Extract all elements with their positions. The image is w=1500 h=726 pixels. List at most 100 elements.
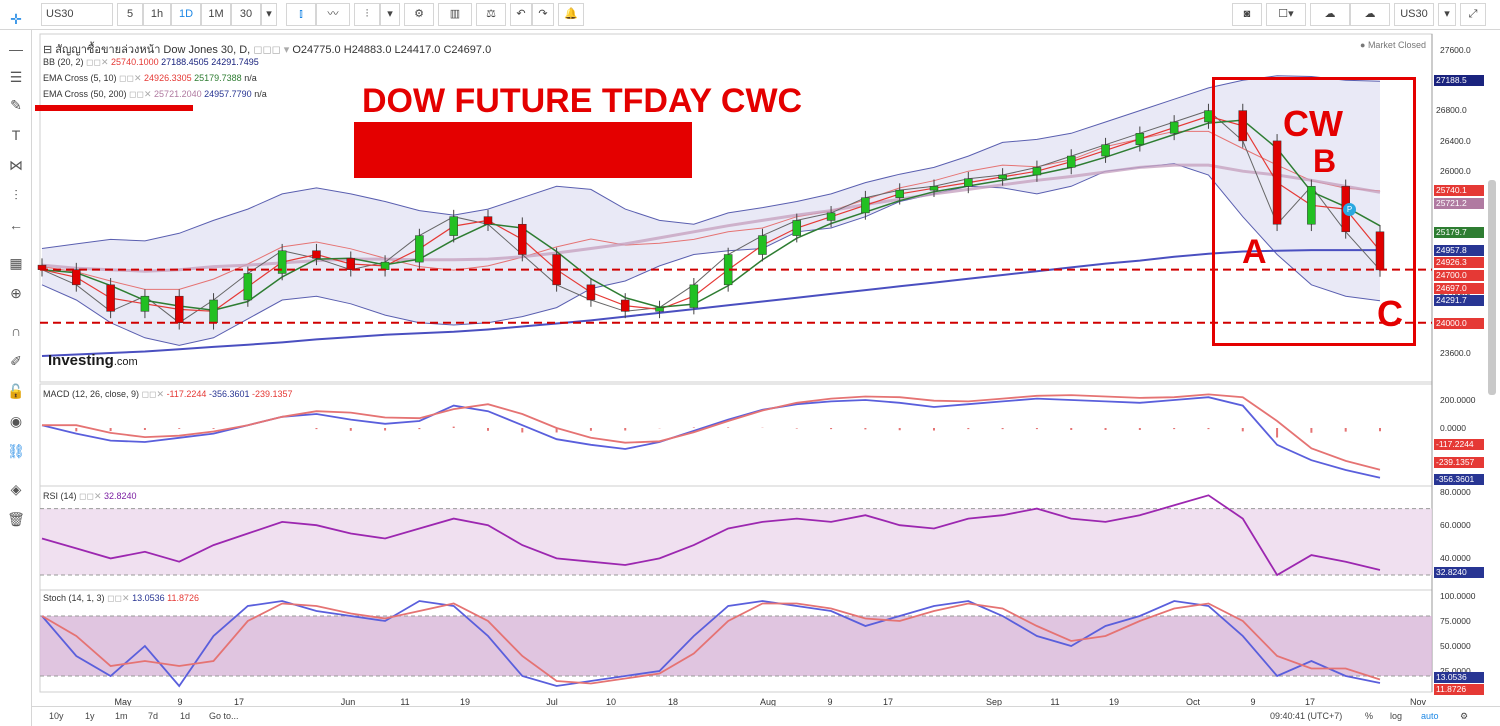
alert-bell-icon[interactable]: 🔔 [558, 3, 584, 26]
layout-select-icon[interactable]: ☐▾ [1266, 3, 1306, 26]
link-icon[interactable]: ⛓ [7, 443, 25, 459]
stoch-tick: 50.0000 [1440, 641, 1471, 651]
stoch-k-line [41, 600, 1381, 688]
symbol-right[interactable]: US30 [1394, 3, 1434, 26]
horizontal-lines-icon[interactable]: ☰ [9, 69, 23, 85]
settings-gear-icon[interactable]: ⚙ [404, 3, 434, 26]
redaction-bar-small [35, 105, 193, 111]
main-price-label: 24291.7 [1434, 295, 1484, 306]
cloud-load-icon[interactable]: ☁ [1310, 3, 1350, 26]
style-dropdown-icon[interactable]: ▾ [380, 3, 400, 26]
measure-icon[interactable]: ▦ [9, 255, 23, 271]
clock: 09:40:41 (UTC+7) [1270, 711, 1343, 721]
macd-tick: 200.0000 [1440, 395, 1476, 405]
range-10y[interactable]: 10y [49, 711, 64, 721]
compare-scale-icon[interactable]: ⚖ [476, 3, 506, 26]
stoch-tick: 75.0000 [1440, 616, 1471, 626]
ema-5-line [41, 115, 1381, 312]
macd-price-label: -117.2244 [1434, 439, 1484, 450]
candle-body [72, 269, 81, 286]
goto-date[interactable]: Go to... [209, 711, 239, 721]
stoch-price-label: 13.0536 [1434, 672, 1484, 683]
ohlc-high: H24883.0 [343, 44, 392, 56]
legend-bb: BB (20, 2) ◻◻✕ 25740.1000 27188.4505 242… [43, 57, 259, 67]
main-price-label: 25721.2 [1434, 198, 1484, 209]
magnet-icon[interactable]: ∩ [10, 323, 22, 339]
time-axis-label: 9 [827, 697, 833, 707]
interval-1d[interactable]: 1D [171, 3, 201, 26]
crosshair-icon[interactable]: ✛ [10, 11, 22, 27]
interval-5m[interactable]: 5 [117, 3, 143, 26]
fullscreen-icon[interactable]: ⤢ [1460, 3, 1486, 26]
range-1y[interactable]: 1y [85, 711, 95, 721]
camera-icon[interactable]: ◙ [1232, 3, 1262, 26]
brush-icon[interactable]: ✎ [10, 97, 22, 113]
candles-icon[interactable]: ⫾ [286, 3, 316, 26]
symbol-right-dropdown-icon[interactable]: ▾ [1438, 3, 1456, 26]
candle-body [243, 273, 253, 301]
drawing-toolbar: ✛ — ☰ ✎ T ⋈ ⫶ ← ▦ ⊕ ∩ ✐ 🔓 ◉ ⛓ ◈ 🗑 [0, 11, 32, 726]
settings-small-icon[interactable]: ⚙ [1460, 711, 1469, 721]
candle-body [1169, 121, 1179, 134]
log-toggle[interactable]: log [1390, 711, 1403, 721]
auto-toggle[interactable]: auto [1421, 711, 1439, 721]
candle-body [689, 284, 699, 308]
pivot-marker[interactable]: P [1343, 203, 1356, 216]
legend-rsi: RSI (14) ◻◻✕ 32.8240 [43, 491, 137, 501]
bollinger-basis [41, 130, 1381, 290]
chart-canvas[interactable] [0, 0, 1500, 706]
interval-dropdown-icon[interactable]: ▾ [261, 3, 277, 26]
range-1d[interactable]: 1d [180, 711, 191, 721]
percent-toggle[interactable]: % [1365, 711, 1374, 721]
interval-1h[interactable]: 1h [143, 3, 171, 26]
time-axis-label: Jun [340, 697, 356, 707]
range-1m[interactable]: 1m [115, 711, 128, 721]
legend-controls-icon[interactable]: ◻◻◻ ▾ [253, 44, 290, 56]
lock-icon[interactable]: 🔓 [7, 383, 25, 399]
symbol-input[interactable]: US30 [41, 3, 113, 26]
candle-body [929, 186, 939, 191]
pencil-lock-icon[interactable]: ✐ [10, 353, 22, 369]
time-axis-label: 9 [177, 697, 183, 707]
back-arrow-icon[interactable]: ← [9, 217, 23, 233]
bars-icon[interactable]: ⫶ [354, 3, 380, 26]
layers-icon[interactable]: ◈ [10, 481, 22, 497]
eye-icon[interactable]: ◉ [9, 413, 23, 429]
fib-icon[interactable]: ⫶ [14, 187, 18, 203]
candle-body [792, 220, 802, 236]
line-tool-icon[interactable]: — [9, 41, 23, 57]
main-price-label: 24926.3 [1434, 257, 1484, 268]
candle-body [1238, 110, 1248, 142]
candle-body [1032, 167, 1042, 176]
candle-body [415, 235, 424, 263]
candle-body [1135, 133, 1145, 145]
time-axis-label: 17 [1304, 697, 1316, 707]
text-tool-icon[interactable]: T [11, 127, 21, 143]
cloud-save-icon[interactable]: ☁ [1350, 3, 1390, 26]
indicators-icon[interactable]: ▥ [438, 3, 472, 26]
undo-icon[interactable]: ↶ [510, 3, 532, 26]
main-price-label: 24700.0 [1434, 270, 1484, 281]
interval-1m[interactable]: 1M [201, 3, 231, 26]
ema-10-line [41, 119, 1381, 311]
pattern-icon[interactable]: ⋈ [9, 157, 23, 173]
stoch-d-line [41, 602, 1381, 685]
candle-body [1101, 144, 1110, 157]
line-chart-icon[interactable]: 〰 [316, 3, 350, 26]
redo-icon[interactable]: ↷ [532, 3, 554, 26]
candle-body [518, 223, 527, 255]
main-price-label: 27188.5 [1434, 75, 1484, 86]
trash-icon[interactable]: 🗑 [7, 511, 25, 527]
rsi-tick: 60.0000 [1440, 520, 1471, 531]
candle-body [1307, 186, 1316, 225]
collapse-icon[interactable]: ⊟ [43, 44, 53, 56]
time-axis-label: 17 [882, 697, 894, 707]
main-price-label: 24000.0 [1434, 318, 1484, 329]
zoom-icon[interactable]: ⊕ [10, 285, 22, 301]
time-axis-label: 11 [400, 697, 410, 707]
interval-30[interactable]: 30 [231, 3, 261, 26]
market-status: ● Market Closed [1360, 40, 1426, 50]
bollinger-fill [42, 75, 1380, 346]
range-7d[interactable]: 7d [148, 711, 159, 721]
legend-ema-5-10: EMA Cross (5, 10) ◻◻✕ 24926.3305 25179.7… [43, 73, 257, 83]
